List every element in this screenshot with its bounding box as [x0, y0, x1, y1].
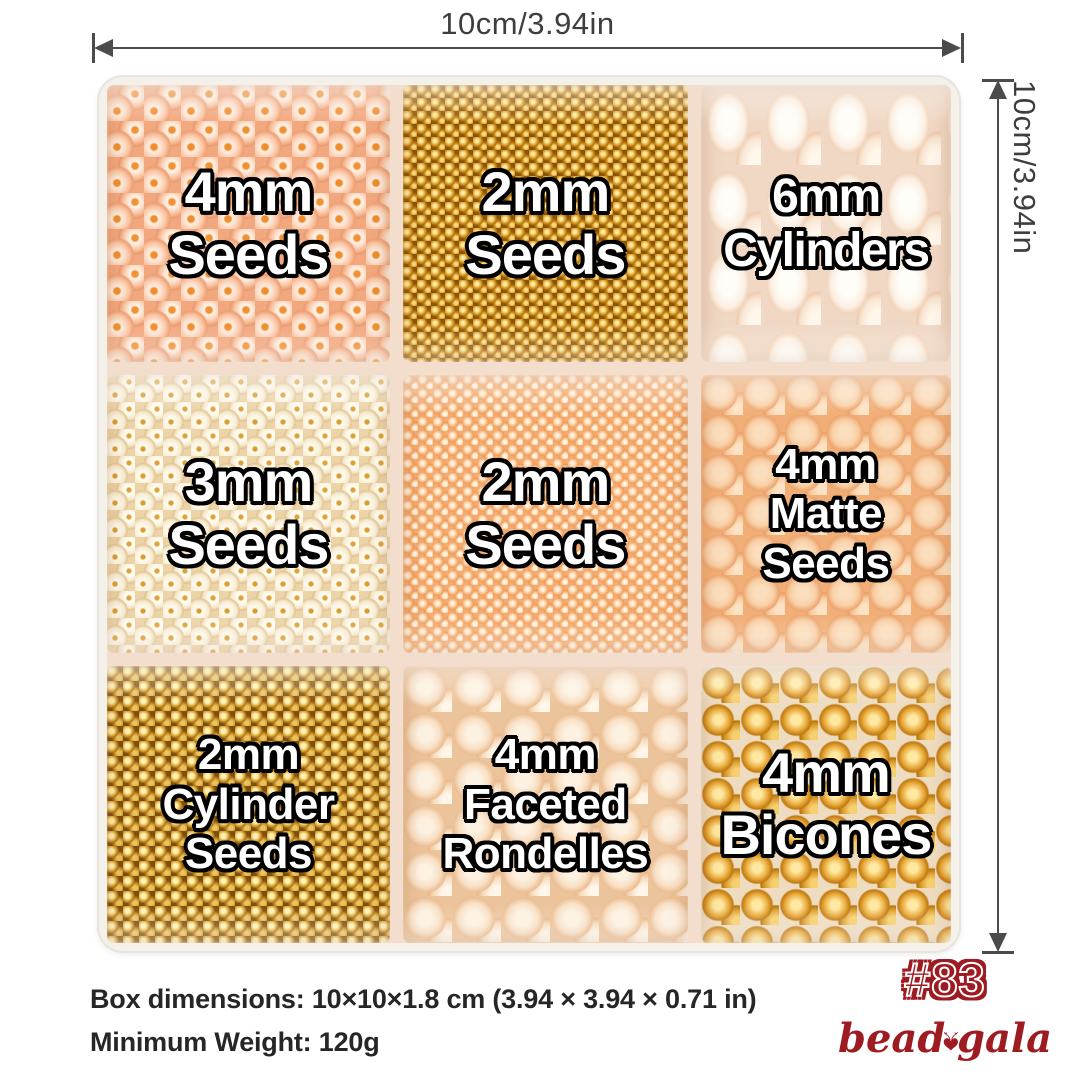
- compartment-label: 2mm Cylinder Seeds: [162, 730, 335, 878]
- compartment-3mm-seeds: 3mm Seeds: [107, 375, 390, 653]
- width-dimension-tick-left: [92, 33, 95, 63]
- compartment-label: 4mm Faceted Rondelles: [442, 730, 649, 878]
- minimum-weight-text: Minimum Weight: 120g: [90, 1027, 380, 1057]
- compartment-4mm-faceted-rondelles: 4mm Faceted Rondelles: [402, 665, 688, 943]
- brand-logo: #83 bead gala: [838, 952, 1052, 1067]
- set-number: #83: [903, 952, 986, 1007]
- height-dimension-label: 10cm/3.94in: [1007, 80, 1042, 255]
- compartment-label: 3mm Seeds: [168, 450, 329, 576]
- brand-name-left: bead: [838, 1014, 946, 1062]
- width-dimension-arrow: [94, 39, 961, 57]
- compartment-label: 4mm Matte Seeds: [762, 440, 890, 588]
- height-dimension-tick-top: [982, 79, 1014, 82]
- compartment-label: 6mm Cylinders: [723, 169, 930, 277]
- height-dimension-tick-bottom: [982, 951, 1014, 954]
- width-dimension-label: 10cm/3.94in: [440, 6, 615, 41]
- brand-name: bead gala: [838, 1009, 1052, 1067]
- compartment-2mm-seeds-amber: 2mm Seeds: [402, 85, 688, 363]
- compartment-2mm-cylinder-seeds: 2mm Cylinder Seeds: [107, 665, 390, 943]
- compartment-2mm-seeds-peach: 2mm Seeds: [402, 375, 688, 653]
- compartment-6mm-cylinders: 6mm Cylinders: [700, 85, 951, 363]
- compartment-label: 2mm Seeds: [465, 450, 626, 576]
- compartment-4mm-seeds: 4mm Seeds: [107, 85, 390, 363]
- heart-icon: [944, 1032, 959, 1051]
- compartment-label: 2mm Seeds: [465, 159, 626, 286]
- width-dimension-tick-right: [961, 33, 964, 63]
- brand-name-right: gala: [957, 1014, 1052, 1062]
- height-dimension-arrow: [989, 80, 1007, 952]
- compartment-4mm-matte-seeds: 4mm Matte Seeds: [700, 375, 951, 653]
- compartment-label: 4mm Bicones: [720, 740, 932, 867]
- compartment-label: 4mm Seeds: [168, 159, 329, 286]
- compartment-4mm-bicones: 4mm Bicones: [700, 665, 951, 943]
- product-specs: Box dimensions: 10×10×1.8 cm (3.94 × 3.9…: [90, 978, 757, 1064]
- bead-box: 4mm Seeds 2mm Seeds 6mm Cylinders 3mm: [97, 75, 961, 953]
- bead-box-grid: 4mm Seeds 2mm Seeds 6mm Cylinders 3mm: [107, 85, 951, 943]
- box-dimensions-text: Box dimensions: 10×10×1.8 cm (3.94 × 3.9…: [90, 984, 757, 1014]
